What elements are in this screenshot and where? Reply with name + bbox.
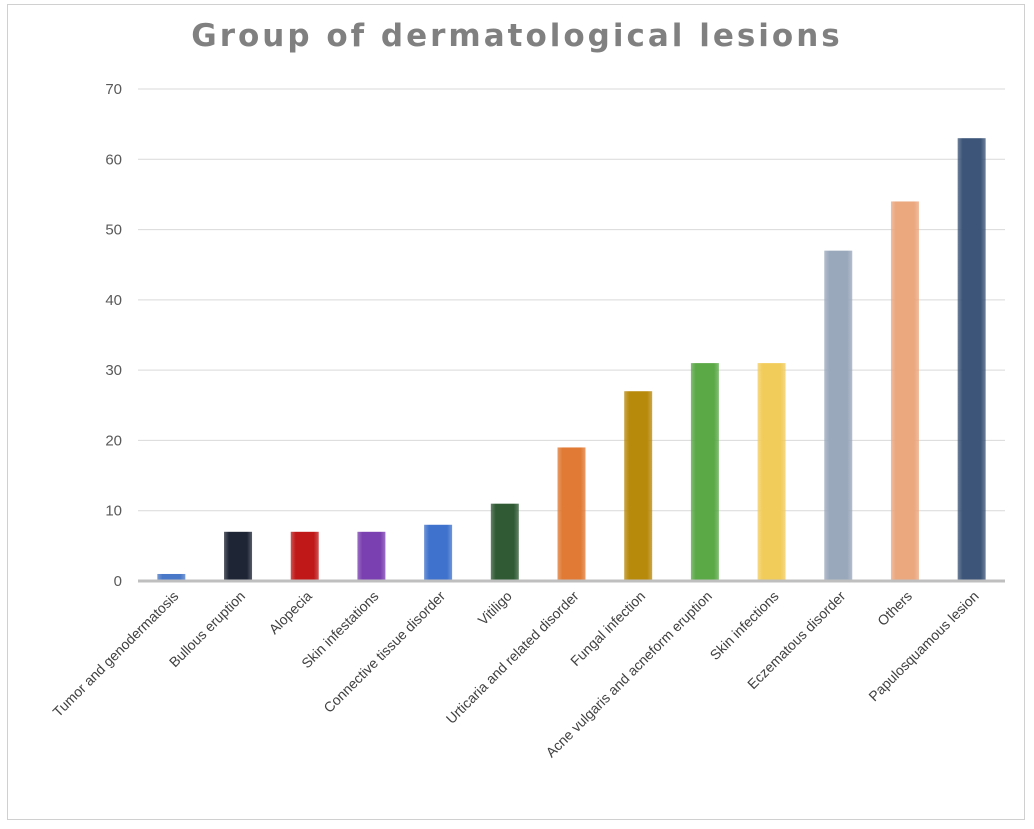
bar (424, 524, 453, 581)
x-tick-label: Vitiligo (475, 588, 515, 628)
bar (690, 363, 719, 581)
y-tick-label: 0 (114, 573, 122, 590)
bar (357, 531, 386, 581)
x-tick-label: Tumor and genodermatosis (49, 588, 181, 720)
y-tick-label: 30 (105, 362, 122, 379)
bar (957, 138, 986, 581)
y-tick-label: 50 (105, 222, 122, 239)
bar (290, 531, 319, 581)
x-tick-label: Papulosquamous lesion (865, 588, 981, 704)
bar (224, 531, 253, 581)
y-tick-label: 10 (105, 503, 122, 520)
chart-title: Group of dermatological lesions (191, 18, 843, 54)
bar (890, 201, 919, 581)
bar (157, 573, 186, 581)
x-tick-label: Skin infections (707, 588, 782, 663)
y-tick-label: 20 (105, 432, 122, 449)
bar (557, 447, 586, 581)
bar (824, 250, 853, 581)
bar (624, 391, 653, 581)
y-tick-label: 60 (105, 151, 122, 168)
x-tick-label: Urticaria and related disorder (443, 588, 582, 727)
bar (757, 363, 786, 581)
x-tick-label: Others (874, 588, 915, 629)
x-tick-label: Connective tissue disorder (320, 588, 448, 716)
chart-frame (7, 4, 1025, 820)
y-tick-label: 70 (105, 81, 122, 98)
x-tick-label: Alopecia (266, 588, 315, 637)
bar (490, 503, 519, 581)
y-tick-label: 40 (105, 292, 122, 309)
